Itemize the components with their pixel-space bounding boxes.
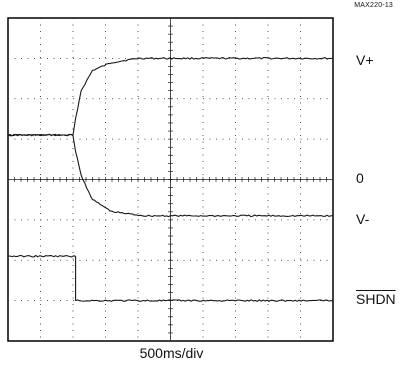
figure-code: MAX220-13 xyxy=(354,2,393,9)
trace-shdn xyxy=(7,254,334,302)
waveform-traces xyxy=(7,57,334,302)
label-v-plus: V+ xyxy=(356,52,374,68)
label-zero: 0 xyxy=(356,170,364,186)
label-shdn: SHDN xyxy=(356,291,396,307)
trace-v- xyxy=(7,133,334,218)
label-v-minus: V- xyxy=(356,211,370,227)
x-axis-label: 500ms/div xyxy=(139,345,204,361)
